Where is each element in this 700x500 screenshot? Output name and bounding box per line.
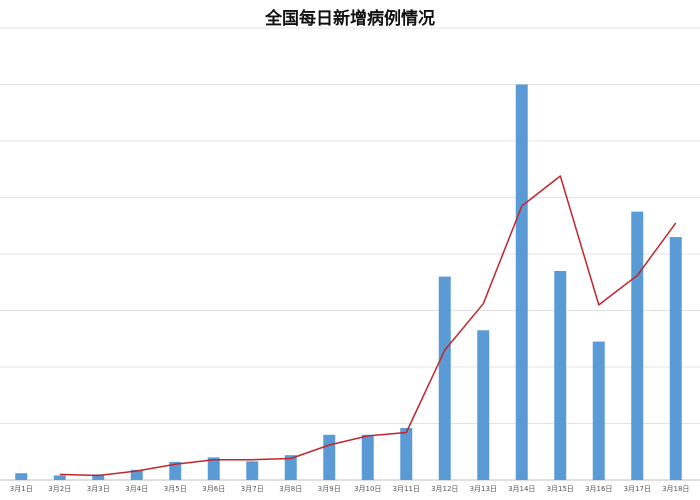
bar [631, 211, 644, 480]
x-tick-label: 3月13日 [470, 485, 497, 493]
series-line [59, 175, 677, 477]
x-tick-label: 3月3日 [87, 485, 110, 493]
x-tick-label: 3月1日 [10, 485, 33, 493]
x-tick-label: 3月4日 [125, 485, 148, 493]
x-tick-label: 3月18日 [662, 485, 689, 493]
bar [92, 474, 105, 480]
bar [284, 455, 297, 480]
bar [438, 276, 451, 480]
chart-title: 全国每日新增病例情况 [265, 9, 435, 29]
bar [207, 457, 220, 480]
bar [130, 469, 143, 480]
bar [15, 473, 28, 480]
bar [400, 428, 413, 480]
x-tick-label: 3月11日 [393, 485, 420, 493]
bar [669, 237, 682, 480]
bar [554, 270, 567, 480]
x-axis-tick-labels: 3月1日 3月2日 3月3日 3月4日 3月5日 3月6日 3月7日 3月8日 3月9日 3月10… [10, 485, 690, 493]
x-tick-label: 3月9日 [318, 485, 341, 493]
bar [246, 461, 259, 480]
x-tick-label: 3月2日 [48, 485, 71, 493]
bar [361, 434, 374, 480]
line-series [59, 175, 677, 477]
x-tick-label: 3月14日 [508, 485, 535, 493]
bar [515, 84, 528, 480]
x-tick-label: 3月5日 [164, 485, 187, 493]
x-tick-label: 3月12日 [431, 485, 458, 493]
x-tick-label: 3月10日 [354, 485, 381, 493]
bar [323, 434, 336, 480]
x-tick-label: 3月7日 [241, 485, 264, 493]
x-tick-label: 3月15日 [547, 485, 574, 493]
bar-series [15, 84, 682, 480]
bar [477, 330, 490, 480]
bar [53, 475, 66, 480]
x-tick-label: 3月17日 [624, 485, 651, 493]
x-tick-label: 3月6日 [202, 485, 225, 493]
x-tick-label: 3月16日 [585, 485, 612, 493]
x-tick-label: 3月8日 [279, 485, 302, 493]
bar [169, 461, 182, 480]
bar [592, 341, 605, 480]
